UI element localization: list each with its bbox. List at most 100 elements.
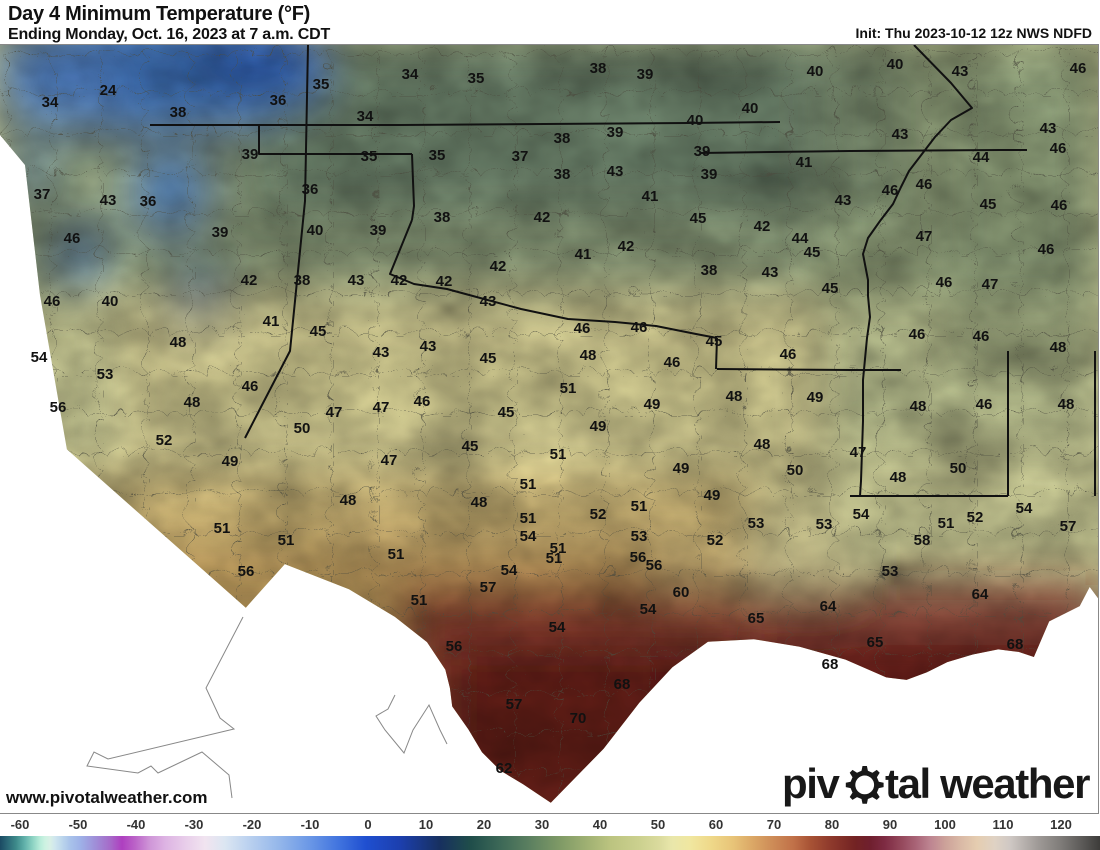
svg-text:48: 48 <box>754 436 771 453</box>
svg-text:62: 62 <box>496 760 513 777</box>
svg-text:39: 39 <box>701 166 718 183</box>
svg-text:tal weather: tal weather <box>885 761 1090 807</box>
svg-text:44: 44 <box>973 149 990 166</box>
svg-text:57: 57 <box>506 696 523 713</box>
svg-text:65: 65 <box>748 610 765 627</box>
svg-text:47: 47 <box>326 404 343 421</box>
svg-text:38: 38 <box>170 104 187 121</box>
svg-text:36: 36 <box>302 181 319 198</box>
svg-text:48: 48 <box>910 398 927 415</box>
svg-text:64: 64 <box>972 586 989 603</box>
svg-text:41: 41 <box>796 154 813 171</box>
svg-text:54: 54 <box>549 619 566 636</box>
svg-text:48: 48 <box>726 388 743 405</box>
svg-text:www.pivotalweather.com: www.pivotalweather.com <box>5 788 208 807</box>
svg-text:68: 68 <box>614 676 631 693</box>
svg-text:68: 68 <box>822 656 839 673</box>
svg-text:piv: piv <box>782 761 841 807</box>
svg-text:46: 46 <box>414 393 431 410</box>
svg-text:70: 70 <box>570 710 587 727</box>
svg-text:40: 40 <box>742 100 759 117</box>
svg-text:52: 52 <box>707 532 724 549</box>
svg-text:54: 54 <box>853 506 870 523</box>
svg-text:45: 45 <box>498 404 515 421</box>
svg-text:120: 120 <box>1050 817 1072 832</box>
svg-text:54: 54 <box>640 601 657 618</box>
svg-text:45: 45 <box>480 350 497 367</box>
svg-text:47: 47 <box>381 452 398 469</box>
svg-text:51: 51 <box>520 510 537 527</box>
svg-text:51: 51 <box>938 515 955 532</box>
svg-text:48: 48 <box>580 347 597 364</box>
svg-text:49: 49 <box>590 418 607 435</box>
svg-text:50: 50 <box>950 460 967 477</box>
svg-text:43: 43 <box>373 344 390 361</box>
svg-text:51: 51 <box>560 380 577 397</box>
svg-text:42: 42 <box>754 218 771 235</box>
svg-text:48: 48 <box>890 469 907 486</box>
svg-text:53: 53 <box>97 366 114 383</box>
svg-text:39: 39 <box>242 146 259 163</box>
svg-text:46: 46 <box>1070 60 1087 77</box>
svg-text:48: 48 <box>184 394 201 411</box>
svg-text:45: 45 <box>980 196 997 213</box>
svg-text:51: 51 <box>214 520 231 537</box>
svg-text:46: 46 <box>1050 140 1067 157</box>
svg-text:53: 53 <box>748 515 765 532</box>
svg-text:70: 70 <box>767 817 781 832</box>
svg-text:45: 45 <box>706 333 723 350</box>
svg-text:52: 52 <box>156 432 173 449</box>
svg-text:100: 100 <box>934 817 956 832</box>
svg-text:37: 37 <box>34 186 51 203</box>
svg-text:43: 43 <box>892 126 909 143</box>
svg-text:20: 20 <box>477 817 491 832</box>
svg-text:41: 41 <box>642 188 659 205</box>
svg-text:46: 46 <box>631 319 648 336</box>
svg-text:51: 51 <box>411 592 428 609</box>
svg-text:57: 57 <box>1060 518 1077 535</box>
svg-text:38: 38 <box>554 130 571 147</box>
svg-text:41: 41 <box>263 313 280 330</box>
svg-text:48: 48 <box>471 494 488 511</box>
svg-text:42: 42 <box>436 273 453 290</box>
svg-text:51: 51 <box>546 550 563 567</box>
svg-text:38: 38 <box>701 262 718 279</box>
svg-text:45: 45 <box>462 438 479 455</box>
svg-text:43: 43 <box>762 264 779 281</box>
svg-text:56: 56 <box>446 638 463 655</box>
svg-text:49: 49 <box>704 487 721 504</box>
svg-text:42: 42 <box>618 238 635 255</box>
svg-text:48: 48 <box>1058 396 1075 413</box>
svg-text:46: 46 <box>909 326 926 343</box>
svg-text:52: 52 <box>967 509 984 526</box>
svg-text:37: 37 <box>512 148 529 165</box>
svg-text:56: 56 <box>646 557 663 574</box>
svg-text:43: 43 <box>100 192 117 209</box>
svg-text:50: 50 <box>651 817 665 832</box>
svg-text:39: 39 <box>370 222 387 239</box>
svg-text:110: 110 <box>993 817 1014 832</box>
svg-text:46: 46 <box>882 182 899 199</box>
svg-text:56: 56 <box>50 399 67 416</box>
svg-text:51: 51 <box>388 546 405 563</box>
svg-text:40: 40 <box>807 63 824 80</box>
svg-text:51: 51 <box>278 532 295 549</box>
svg-text:51: 51 <box>550 446 567 463</box>
svg-text:46: 46 <box>1038 241 1055 258</box>
svg-text:57: 57 <box>480 579 497 596</box>
svg-text:54: 54 <box>1016 500 1033 517</box>
svg-text:58: 58 <box>914 532 931 549</box>
svg-text:38: 38 <box>434 209 451 226</box>
svg-text:40: 40 <box>887 56 904 73</box>
svg-text:40: 40 <box>687 112 704 129</box>
svg-text:45: 45 <box>310 323 327 340</box>
svg-text:90: 90 <box>883 817 897 832</box>
svg-text:24: 24 <box>100 82 117 99</box>
svg-text:49: 49 <box>673 460 690 477</box>
svg-text:39: 39 <box>694 143 711 160</box>
svg-text:40: 40 <box>593 817 607 832</box>
svg-text:0: 0 <box>364 817 371 832</box>
svg-text:43: 43 <box>607 163 624 180</box>
svg-text:45: 45 <box>804 244 821 261</box>
svg-text:-30: -30 <box>185 817 204 832</box>
